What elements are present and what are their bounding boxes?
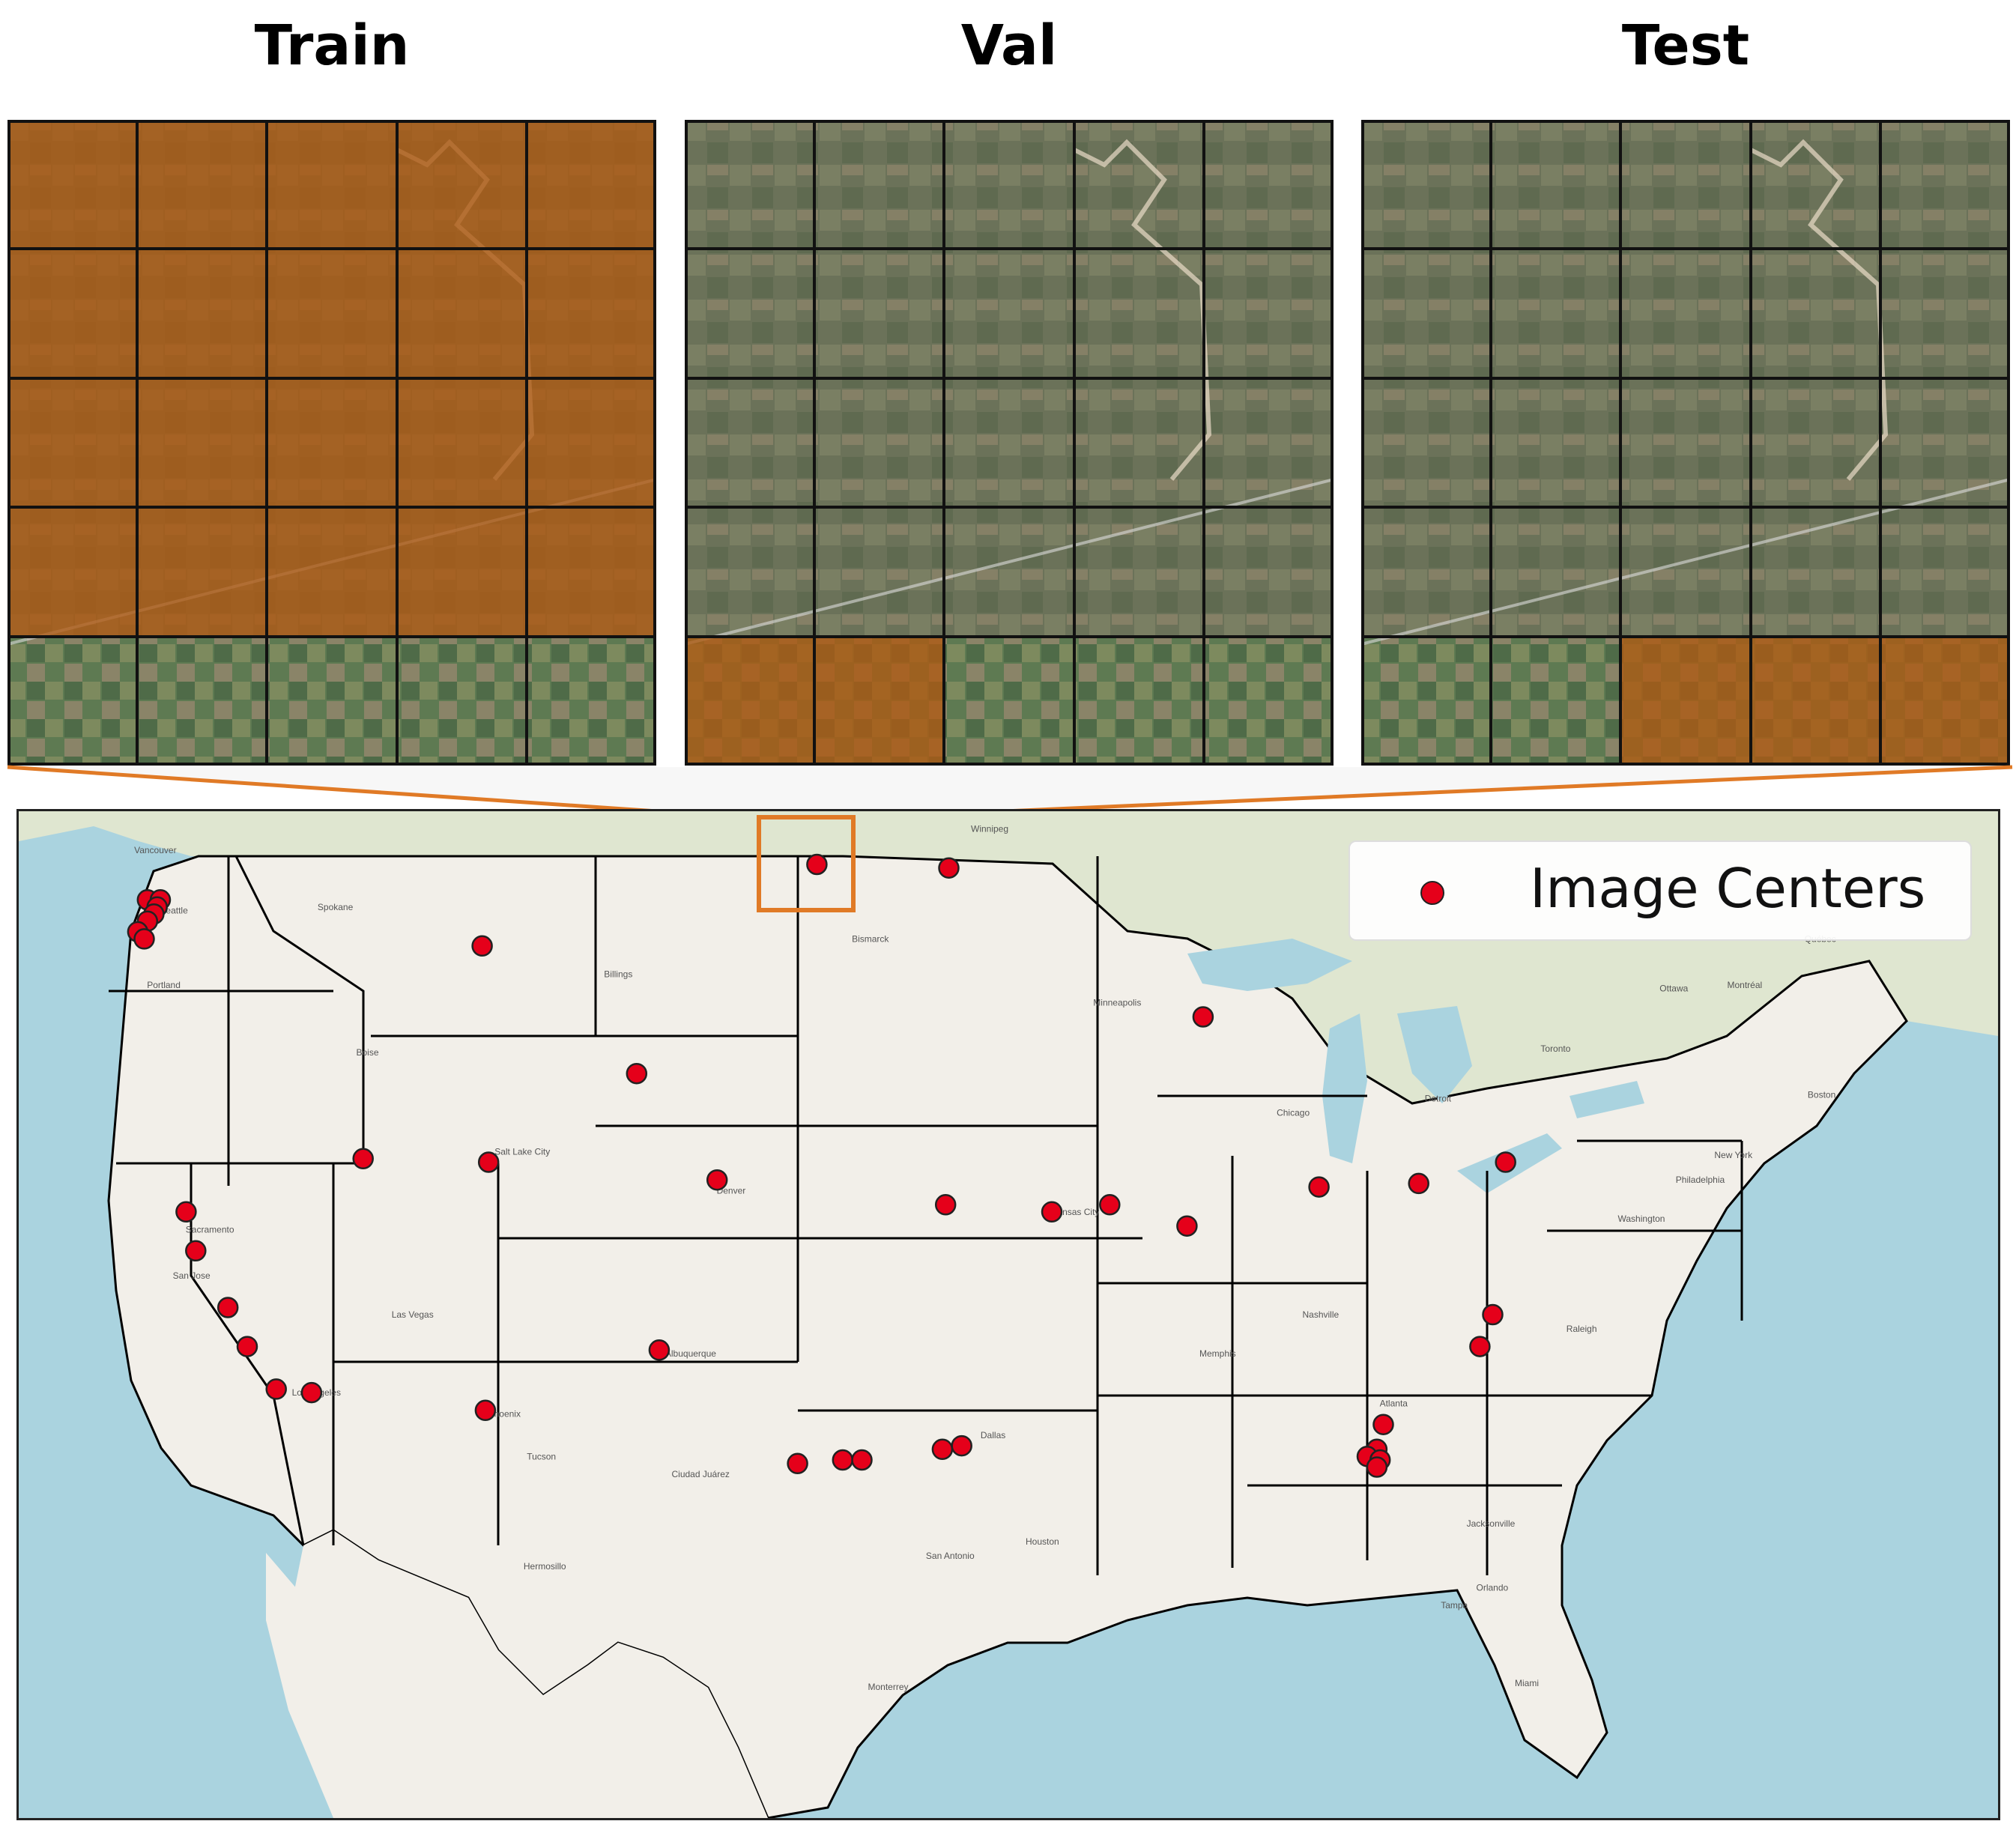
- city-label: Orlando: [1477, 1582, 1509, 1593]
- city-label: Ottawa: [1659, 984, 1688, 994]
- city-label: Portland: [147, 980, 181, 990]
- lake-huron: [1397, 1006, 1472, 1103]
- zoom-box: [757, 815, 856, 912]
- baja-california: [266, 1553, 371, 1818]
- image-center-point: [1099, 1194, 1121, 1216]
- image-center-point: [931, 1438, 954, 1461]
- image-center-point: [951, 1434, 972, 1457]
- image-centers-layer: [127, 853, 1516, 1478]
- us-map: Vancouver Seattle Portland Sacramento San Jo…: [16, 809, 2000, 1820]
- image-center-point: [265, 1378, 287, 1400]
- test-highlight-region: [1620, 637, 2010, 766]
- city-label: Tampa: [1441, 1600, 1468, 1611]
- city-label: Winnipeg: [971, 824, 1008, 834]
- image-center-point: [474, 1399, 497, 1422]
- test-tile-grid: [1361, 120, 2010, 766]
- image-center-point: [832, 1449, 854, 1471]
- image-center-point: [1482, 1303, 1504, 1326]
- city-label: Montréal: [1728, 980, 1763, 990]
- city-label: Vancouver: [134, 845, 176, 855]
- city-label: Atlanta: [1380, 1398, 1408, 1408]
- image-center-point: [938, 857, 960, 879]
- city-label: San Antonio: [926, 1551, 975, 1561]
- city-label: Houston: [1026, 1536, 1059, 1547]
- city-label: Albuquerque: [665, 1348, 716, 1359]
- train-tile-grid: [7, 120, 656, 766]
- city-label: Monterrey: [868, 1682, 909, 1692]
- mexico-landmass: [288, 1530, 768, 1818]
- image-center-point: [706, 1169, 728, 1191]
- legend-marker-icon: [1420, 881, 1444, 905]
- image-center-point: [1041, 1201, 1063, 1223]
- city-label: Tucson: [527, 1451, 556, 1461]
- image-center-point: [300, 1381, 323, 1404]
- city-label: Boise: [357, 1047, 379, 1058]
- image-center-point: [1308, 1176, 1330, 1198]
- image-center-point: [806, 853, 828, 876]
- image-center-point: [787, 1452, 808, 1475]
- city-label: Billings: [604, 969, 632, 980]
- city-label: Sacramento: [186, 1224, 234, 1234]
- image-center-point: [1408, 1172, 1429, 1195]
- city-label: Las Vegas: [392, 1309, 434, 1320]
- image-center-point: [185, 1240, 207, 1262]
- city-label: Detroit: [1425, 1093, 1452, 1103]
- val-tile-grid: [685, 120, 1334, 766]
- city-label: Kansas City: [1051, 1207, 1099, 1217]
- image-center-point: [851, 1449, 873, 1471]
- city-label: Dallas: [981, 1430, 1005, 1440]
- image-center-point: [1366, 1456, 1388, 1478]
- image-center-point: [352, 1148, 374, 1170]
- image-center-point: [1372, 1414, 1394, 1435]
- panel-title-train: Train: [254, 13, 410, 78]
- lake-superior: [1187, 939, 1352, 991]
- image-center-point: [1192, 1006, 1214, 1028]
- city-label: New York: [1714, 1150, 1753, 1160]
- image-center-point: [1176, 1215, 1198, 1237]
- city-label: Jacksonville: [1467, 1518, 1516, 1529]
- city-label: Memphis: [1199, 1348, 1236, 1359]
- city-label: Phoenix: [488, 1409, 521, 1420]
- image-center-point: [477, 1151, 500, 1173]
- city-label: Ciudad Juárez: [672, 1469, 730, 1479]
- city-label: Minneapolis: [1093, 998, 1141, 1008]
- city-label: Philadelphia: [1676, 1175, 1725, 1185]
- city-label: Salt Lake City: [494, 1146, 550, 1157]
- city-label: Washington: [1618, 1214, 1665, 1224]
- image-center-point: [1495, 1151, 1516, 1173]
- image-center-point: [217, 1297, 239, 1318]
- state-borders: [109, 855, 1743, 1575]
- image-center-point: [626, 1062, 648, 1085]
- lake-ontario: [1569, 1081, 1644, 1118]
- city-label: San Jose: [173, 1270, 211, 1281]
- image-center-point: [175, 1201, 197, 1223]
- lake-michigan: [1322, 1014, 1367, 1163]
- legend-label: Image Centers: [1530, 857, 1926, 920]
- city-label: Chicago: [1277, 1107, 1310, 1118]
- panel-title-test: Test: [1621, 13, 1750, 78]
- image-center-point: [236, 1336, 258, 1357]
- city-label: Miami: [1515, 1678, 1539, 1688]
- legend: Image Centers: [1348, 840, 1972, 941]
- panel-title-val: Val: [960, 13, 1058, 78]
- image-center-point: [471, 935, 493, 957]
- city-label: Nashville: [1303, 1309, 1340, 1320]
- city-label: Raleigh: [1567, 1324, 1597, 1334]
- image-center-point: [648, 1339, 671, 1361]
- image-center-point: [1469, 1336, 1491, 1357]
- city-label: Bismarck: [852, 933, 889, 944]
- city-label: Hermosillo: [524, 1561, 566, 1572]
- city-label: Boston: [1808, 1090, 1835, 1100]
- city-label: Spokane: [318, 902, 354, 912]
- image-center-point: [133, 928, 155, 950]
- city-label: Toronto: [1540, 1043, 1570, 1054]
- image-center-point: [934, 1194, 957, 1216]
